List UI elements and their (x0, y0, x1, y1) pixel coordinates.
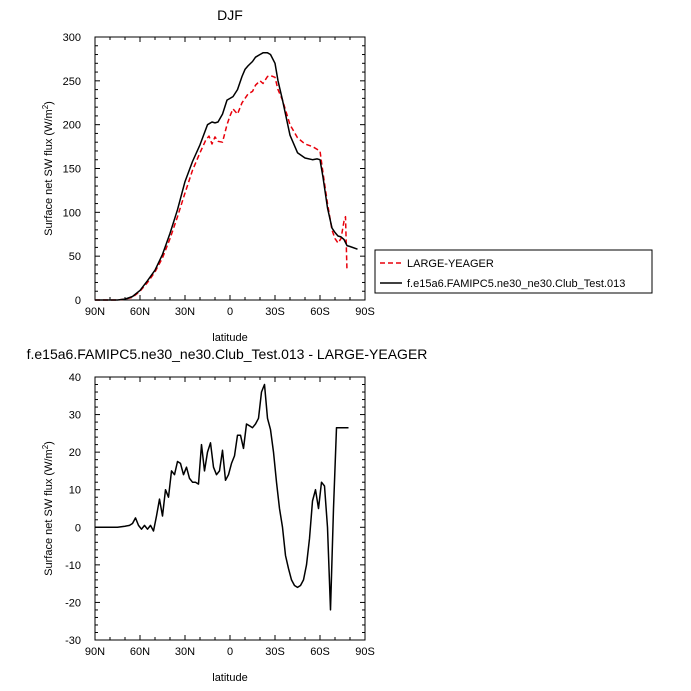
top-chart-y-tick-label: 300 (63, 32, 81, 44)
bottom-chart-x-tick-label: 60N (130, 646, 150, 658)
top-chart-x-tick-label: 30S (265, 306, 285, 318)
bottom-chart-x-tick-label: 30S (265, 646, 285, 658)
bottom-chart-frame (94, 376, 366, 641)
top-chart-x-tick-label: 0 (227, 306, 233, 318)
bottom-chart-x-tick-label: 30N (175, 646, 195, 658)
bottom-chart-y-tick-label: 40 (69, 372, 81, 384)
top-chart-y-tick-label: 50 (69, 251, 81, 263)
bottom-chart-series-group (95, 383, 349, 611)
top-chart-series-line-1 (95, 52, 358, 301)
top-chart-series-line-0 (95, 74, 348, 301)
top-chart-y-tick-label: 200 (63, 120, 81, 132)
bottom-chart-y-tick-label: -30 (65, 635, 81, 647)
bottom-chart-series-line-0 (95, 383, 349, 611)
top-chart-frame (94, 36, 366, 301)
bottom-chart-y-tick-label: 30 (69, 410, 81, 422)
top-chart-series-group (95, 52, 358, 301)
bottom-chart-x-tick-label: 90S (355, 646, 375, 658)
top-chart-x-axis-label: latitude (212, 332, 247, 344)
bottom-chart-x-tick-label: 0 (227, 646, 233, 658)
legend-box (374, 249, 653, 294)
top-chart-y-axis-label: Surface net SW flux (W/m2) (41, 101, 56, 236)
top-chart-panel: DJF 90N 60N 30N 0 30S 60S 90S 0 50 100 150 200 250 30… (41, 7, 375, 344)
top-chart-y-tick-label: 100 (63, 207, 81, 219)
bottom-chart-x-axis-label: latitude (212, 672, 247, 684)
legend: LARGE-YEAGER f.e15a6.FAMIPC5.ne30_ne30.C… (374, 249, 653, 294)
top-chart-x-tick-label: 60N (130, 306, 150, 318)
top-chart-title: DJF (217, 7, 243, 23)
bottom-chart-y-tick-label: 10 (69, 485, 81, 497)
top-chart-x-tick-label: 90N (85, 306, 105, 318)
top-chart-y-tick-label: 150 (63, 164, 81, 176)
bottom-chart-panel: f.e15a6.FAMIPC5.ne30_ne30.Club_Test.013 … (27, 346, 428, 684)
top-chart-y-tick-label: 0 (75, 295, 81, 307)
top-chart-y-tick-label: 250 (63, 76, 81, 88)
legend-label-large-yeager: LARGE-YEAGER (407, 258, 494, 270)
bottom-chart-axes: 90N 60N 30N 0 30S 60S 90S -30 -20 -10 0 10 20 30 40 (65, 372, 375, 658)
bottom-chart-y-tick-label: -10 (65, 560, 81, 572)
legend-label-club-test: f.e15a6.FAMIPC5.ne30_ne30.Club_Test.013 (407, 278, 625, 290)
top-chart-x-tick-label: 30N (175, 306, 195, 318)
top-chart-axes: 90N 60N 30N 0 30S 60S 90S 0 50 100 150 200 250 300 (63, 32, 375, 318)
bottom-chart-title: f.e15a6.FAMIPC5.ne30_ne30.Club_Test.013 … (27, 346, 428, 362)
top-chart-x-tick-label: 60S (310, 306, 330, 318)
bottom-chart-y-axis-label: Surface net SW flux (W/m2) (41, 441, 56, 576)
top-chart-x-tick-label: 90S (355, 306, 375, 318)
bottom-chart-x-tick-label: 90N (85, 646, 105, 658)
bottom-chart-y-tick-label: 20 (69, 447, 81, 459)
bottom-chart-x-tick-label: 60S (310, 646, 330, 658)
bottom-chart-y-tick-label: 0 (75, 522, 81, 534)
bottom-chart-y-tick-label: -20 (65, 597, 81, 609)
